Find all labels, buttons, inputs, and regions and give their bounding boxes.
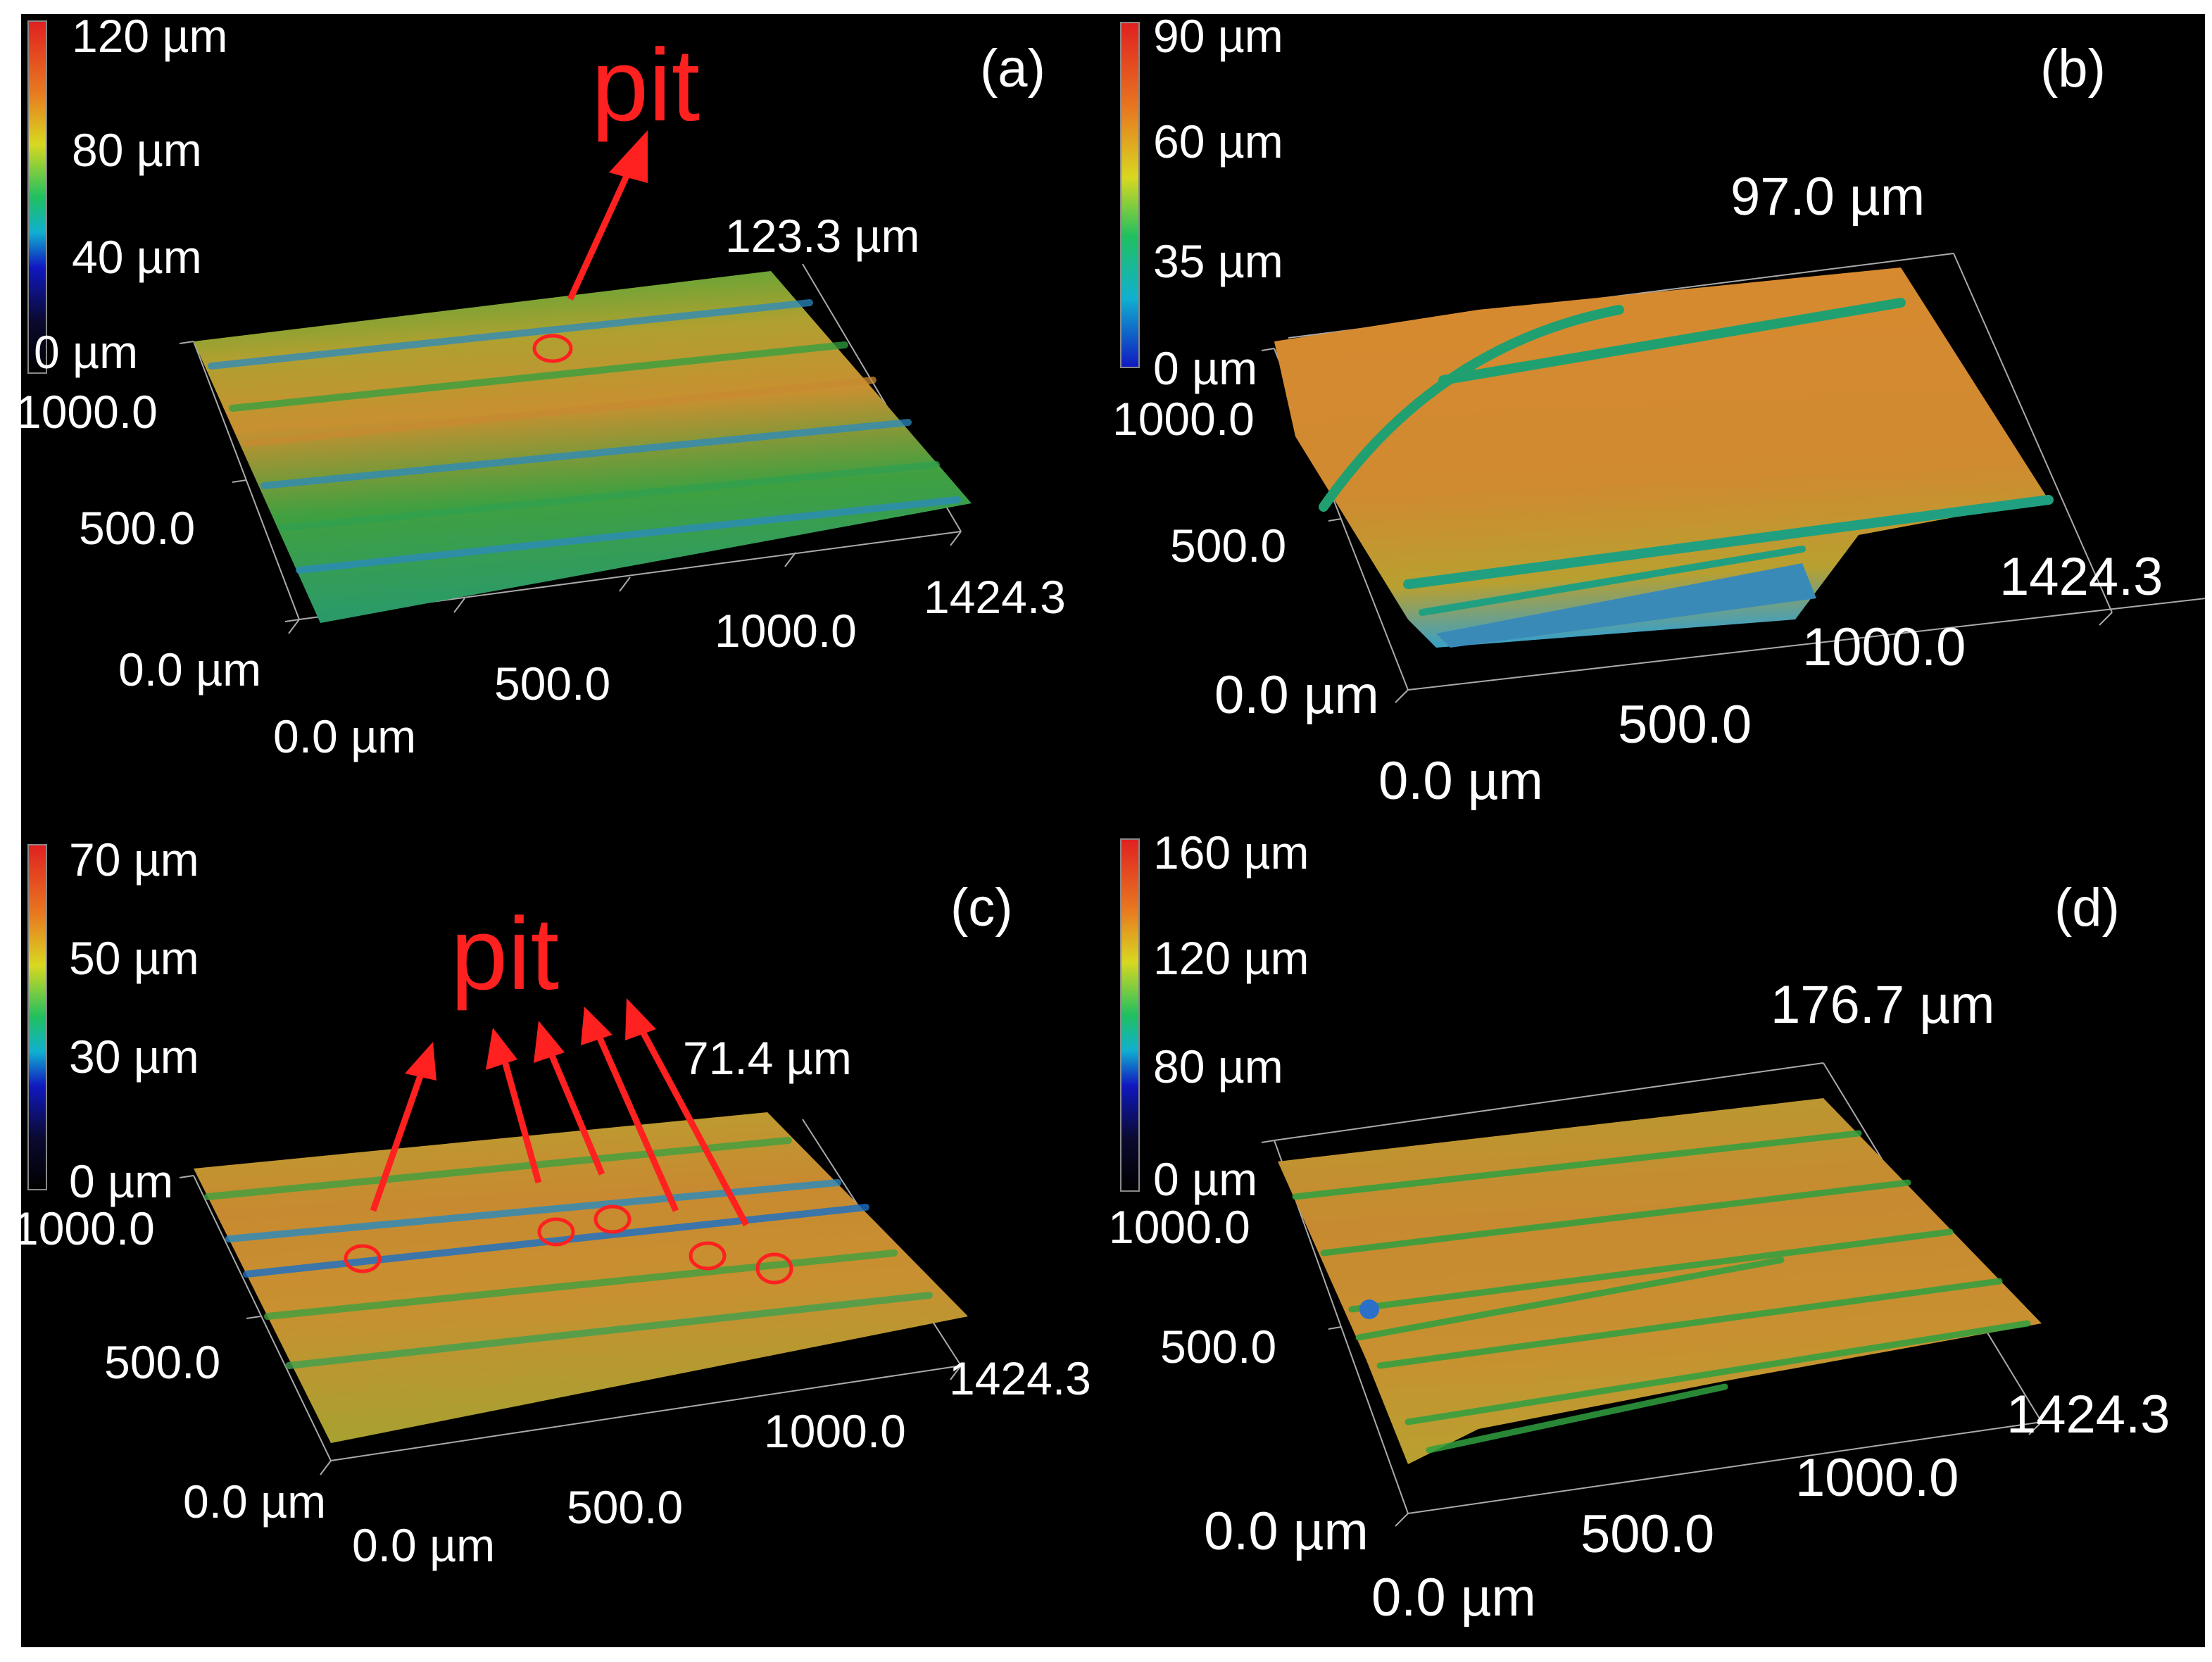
colorbar-label: 120 µm <box>1153 932 1309 984</box>
panel-label: (d) <box>2054 878 2120 938</box>
y-tick: 1000.0 <box>21 1202 155 1254</box>
x-tick: 1424.3 <box>2006 1385 2170 1444</box>
pit-arrow <box>567 175 630 301</box>
x-tick: 1000.0 <box>764 1405 906 1457</box>
y-tick: 1000.0 <box>21 386 158 438</box>
surface-plot-c <box>27 844 968 1475</box>
x-tick: 1424.3 <box>949 1352 1091 1404</box>
colorbar-label: 40 µm <box>72 231 202 283</box>
surface-plot-a <box>27 20 972 634</box>
x-tick: 1000.0 <box>715 605 857 657</box>
max-height-label: 123.3 µm <box>725 210 920 262</box>
panel-b: 90 µm 60 µm 35 µm 0 µm (b) 97.0 µm 1000.… <box>1112 14 2205 831</box>
pit-arrow <box>500 1055 542 1184</box>
y-tick: 0.0 µm <box>183 1475 327 1528</box>
x-tick: 1424.3 <box>924 571 1066 623</box>
colorbar-label: 0 µm <box>34 326 139 378</box>
panel-d: 160 µm 120 µm 80 µm 0 µm (d) 176.7 µm 10… <box>1112 831 2205 1647</box>
max-height-label: 97.0 µm <box>1730 167 1925 227</box>
pit-marker <box>532 334 573 363</box>
surface-plot-d <box>1120 838 2042 1527</box>
colorbar-b <box>1120 22 1140 368</box>
colorbar-label: 80 µm <box>72 124 202 176</box>
x-tick: 1000.0 <box>1802 617 1966 677</box>
colorbar-a <box>27 20 47 374</box>
x-tick: 500.0 <box>1618 695 1752 755</box>
pit-marker <box>593 1204 631 1234</box>
colorbar-label: 90 µm <box>1153 14 1283 62</box>
colorbar-label: 35 µm <box>1153 235 1283 287</box>
panel-c: 70 µm 50 µm 30 µm 0 µm (c) pit 71.4 µm 1… <box>21 831 1112 1647</box>
y-tick: 500.0 <box>1170 520 1287 572</box>
x-tick: 0.0 µm <box>1378 751 1543 811</box>
pit-marker <box>537 1217 575 1247</box>
colorbar-label: 120 µm <box>72 14 228 62</box>
pit-arrow <box>595 1033 679 1212</box>
colorbar-c <box>27 844 47 1190</box>
x-tick: 0.0 µm <box>273 710 417 762</box>
x-tick: 500.0 <box>567 1481 684 1533</box>
y-tick: 1000.0 <box>1112 393 1255 445</box>
max-height-label: 176.7 µm <box>1771 975 1995 1035</box>
y-tick: 500.0 <box>79 502 196 554</box>
x-tick: 1000.0 <box>1795 1448 1959 1508</box>
y-tick: 0.0 µm <box>1204 1502 1369 1561</box>
colorbar-label: 30 µm <box>69 1031 199 1083</box>
colorbar-label: 0 µm <box>1153 342 1258 394</box>
panel-label: (a) <box>980 39 1045 99</box>
colorbar-label: 50 µm <box>69 932 199 984</box>
x-tick: 0.0 µm <box>352 1519 496 1571</box>
surface-plot-b <box>1120 22 2205 703</box>
pit-arrow <box>546 1047 605 1176</box>
pit-arrow <box>370 1069 426 1212</box>
colorbar-label: 70 µm <box>69 833 199 886</box>
x-tick: 500.0 <box>1581 1504 1715 1564</box>
colorbar-label: 0 µm <box>1153 1153 1258 1205</box>
colorbar-label: 160 µm <box>1153 831 1309 879</box>
pit-annotation: pit <box>591 27 700 142</box>
panel-label: (b) <box>2040 39 2106 99</box>
pit-annotation: pit <box>451 896 560 1011</box>
panel-label: (c) <box>950 878 1013 938</box>
pit-arrow <box>638 1026 749 1227</box>
pit-marker <box>344 1244 382 1273</box>
max-height-label: 71.4 µm <box>683 1032 852 1084</box>
colorbar-label: 80 µm <box>1153 1040 1283 1093</box>
colorbar-d <box>1120 838 1140 1192</box>
y-tick: 500.0 <box>1160 1321 1277 1373</box>
x-tick: 1424.3 <box>1999 547 2163 607</box>
x-tick: 0.0 µm <box>1371 1568 1536 1628</box>
pit-marker <box>755 1252 793 1285</box>
y-tick: 1000.0 <box>1112 1201 1250 1253</box>
y-tick: 0.0 µm <box>118 643 262 695</box>
y-tick: 500.0 <box>104 1336 221 1388</box>
panel-a: 120 µm 80 µm 40 µm 0 µm (a) pit 123.3 µm… <box>21 14 1112 831</box>
x-tick: 500.0 <box>494 657 611 710</box>
colorbar-label: 60 µm <box>1153 115 1283 168</box>
colorbar-label: 0 µm <box>69 1155 174 1207</box>
pit-marker <box>689 1241 727 1271</box>
y-tick: 0.0 µm <box>1214 665 1379 725</box>
